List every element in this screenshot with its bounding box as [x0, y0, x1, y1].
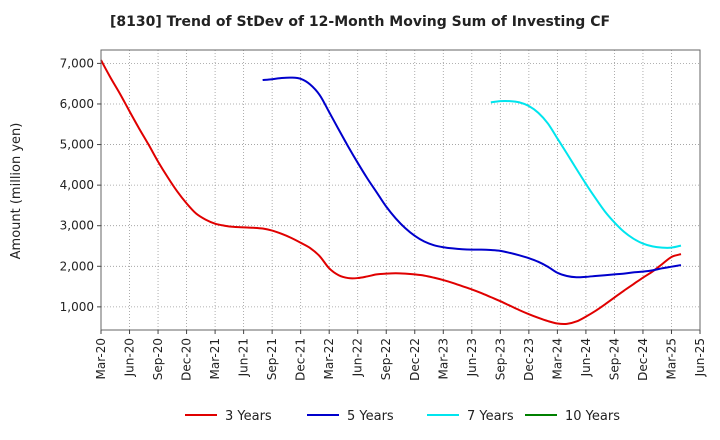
x-tick-label: Mar-23 — [436, 338, 450, 379]
x-tick-label: Dec-21 — [294, 338, 308, 381]
y-tick-label: 4,000 — [60, 178, 94, 192]
y-tick-label: 3,000 — [60, 219, 94, 233]
plot-frame — [100, 49, 701, 331]
x-tick-label: Sep-23 — [493, 338, 507, 380]
y-axis-ticks: 1,000 2,000 3,000 4,000 5,000 6,000 7,000 — [60, 56, 101, 314]
legend-label: 7 Years — [467, 409, 514, 424]
series-line-7-years — [490, 99, 682, 249]
x-tick-label: Jun-21 — [237, 338, 251, 377]
legend-item-10-years: 10 Years — [525, 409, 620, 424]
x-tick-label: Mar-21 — [208, 338, 222, 379]
y-tick-label: 6,000 — [60, 97, 94, 111]
x-tick-label: Jun-22 — [351, 338, 365, 377]
series-lines — [100, 59, 682, 326]
legend-item-5-years: 5 Years — [307, 409, 394, 424]
x-tick-label: Mar-22 — [322, 338, 336, 379]
y-axis-label: Amount (million yen) — [9, 123, 24, 260]
x-tick-label: Dec-20 — [180, 338, 194, 381]
x-tick-label: Jun-20 — [123, 338, 137, 377]
x-tick-label: Jun-24 — [579, 338, 593, 377]
y-tick-label: 2,000 — [60, 259, 94, 273]
x-tick-label: Mar-24 — [550, 338, 564, 379]
x-tick-label: Jun-25 — [693, 338, 707, 377]
y-tick-label: 1,000 — [60, 300, 94, 314]
y-tick-label: 5,000 — [60, 138, 94, 152]
legend-item-7-years: 7 Years — [427, 409, 514, 424]
x-axis-ticks: Mar-20 Jun-20 Sep-20 Dec-20 Mar-21 Jun-21 Sep-… — [94, 330, 707, 381]
grid — [100, 50, 701, 330]
legend-label: 3 Years — [225, 409, 272, 424]
x-tick-label: Sep-22 — [379, 338, 393, 380]
y-tick-label: 7,000 — [60, 56, 94, 70]
chart-title: [8130] Trend of StDev of 12-Month Moving… — [110, 14, 610, 30]
x-tick-label: Dec-24 — [636, 338, 650, 381]
legend-label: 5 Years — [347, 409, 394, 424]
x-tick-label: Sep-20 — [151, 338, 165, 380]
x-tick-label: Dec-23 — [522, 338, 536, 381]
x-tick-label: Dec-22 — [408, 338, 422, 381]
legend: 3 Years 5 Years 7 Years 10 Years — [185, 409, 620, 424]
x-tick-label: Sep-24 — [607, 338, 621, 380]
x-tick-label: Mar-20 — [94, 338, 108, 379]
x-tick-label: Sep-21 — [265, 338, 279, 380]
x-tick-label: Mar-25 — [664, 338, 678, 379]
x-tick-label: Jun-23 — [465, 338, 479, 377]
series-line-5-years — [262, 76, 682, 279]
legend-item-3-years: 3 Years — [185, 409, 272, 424]
legend-label: 10 Years — [565, 409, 620, 424]
series-line-3-years — [100, 59, 682, 326]
